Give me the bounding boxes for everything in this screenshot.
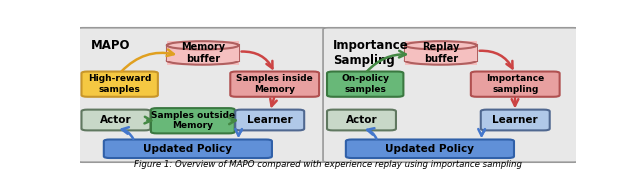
Text: Importance
Sampling: Importance Sampling: [333, 39, 409, 67]
FancyBboxPatch shape: [323, 28, 579, 162]
Text: Samples inside
Memory: Samples inside Memory: [236, 74, 313, 94]
FancyBboxPatch shape: [327, 72, 403, 97]
Text: Replay
buffer: Replay buffer: [422, 42, 460, 64]
Bar: [405, 45, 477, 61]
Text: MAPO: MAPO: [91, 39, 131, 52]
FancyBboxPatch shape: [481, 110, 550, 130]
FancyBboxPatch shape: [151, 108, 235, 133]
Text: High-reward
samples: High-reward samples: [88, 74, 152, 94]
FancyBboxPatch shape: [471, 72, 559, 97]
Ellipse shape: [405, 56, 477, 65]
Text: Importance
sampling: Importance sampling: [486, 74, 545, 94]
FancyBboxPatch shape: [236, 110, 304, 130]
Text: Samples outside
Memory: Samples outside Memory: [151, 111, 235, 130]
Text: Figure 1: Overview of MAPO compared with experience replay using importance samp: Figure 1: Overview of MAPO compared with…: [134, 160, 522, 169]
FancyBboxPatch shape: [167, 41, 239, 65]
Ellipse shape: [167, 41, 239, 49]
Ellipse shape: [167, 56, 239, 65]
Text: Actor: Actor: [346, 115, 378, 125]
FancyBboxPatch shape: [346, 139, 514, 158]
FancyBboxPatch shape: [327, 110, 396, 130]
FancyBboxPatch shape: [81, 110, 150, 130]
Text: Updated Policy: Updated Policy: [143, 144, 232, 154]
FancyBboxPatch shape: [405, 41, 477, 65]
FancyBboxPatch shape: [81, 72, 158, 97]
Ellipse shape: [405, 41, 477, 49]
Text: Memory
buffer: Memory buffer: [180, 42, 225, 64]
FancyBboxPatch shape: [77, 28, 328, 162]
Text: Learner: Learner: [247, 115, 292, 125]
Text: Updated Policy: Updated Policy: [385, 144, 474, 154]
Text: Learner: Learner: [492, 115, 538, 125]
Text: Actor: Actor: [100, 115, 132, 125]
Text: On-policy
samples: On-policy samples: [341, 74, 389, 94]
Bar: [167, 45, 239, 61]
FancyBboxPatch shape: [104, 139, 272, 158]
FancyBboxPatch shape: [230, 72, 319, 97]
